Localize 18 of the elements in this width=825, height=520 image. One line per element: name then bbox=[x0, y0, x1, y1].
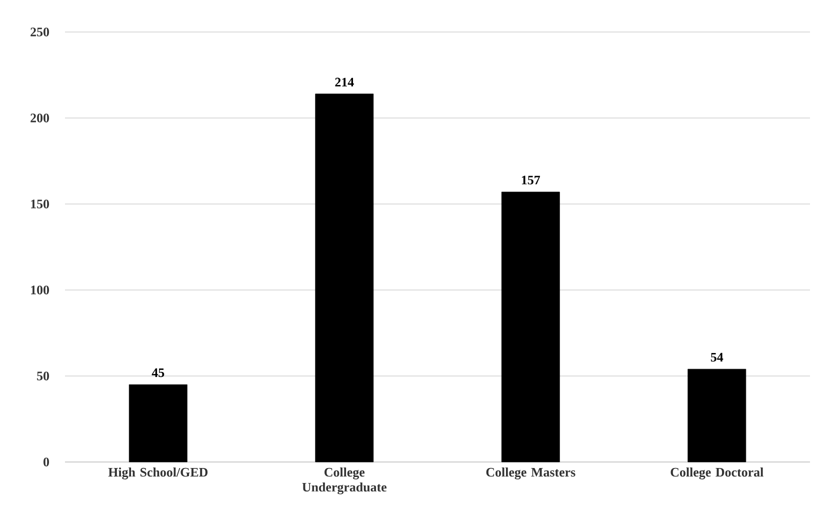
bar bbox=[128, 384, 188, 462]
x-tick-label: High School/GED bbox=[108, 468, 208, 480]
bar bbox=[501, 192, 560, 462]
y-tick-label: 0 bbox=[44, 458, 49, 466]
bar bbox=[315, 94, 374, 462]
x-tick-label: College Masters bbox=[486, 468, 576, 480]
y-tick-label: 50 bbox=[37, 372, 49, 380]
data-label: 54 bbox=[710, 352, 724, 362]
data-label: 214 bbox=[335, 78, 354, 86]
y-tick-label: 250 bbox=[30, 28, 49, 36]
data-label: 45 bbox=[152, 368, 164, 378]
x-tick-label: College Doctoral bbox=[670, 468, 764, 480]
y-tick-label: 150 bbox=[31, 200, 49, 208]
y-tick-label: 100 bbox=[31, 286, 49, 294]
data-label: 157 bbox=[522, 176, 540, 184]
bar bbox=[688, 368, 746, 462]
y-tick-label: 200 bbox=[30, 114, 49, 122]
x-tick-label: College Undergraduate bbox=[302, 468, 386, 494]
